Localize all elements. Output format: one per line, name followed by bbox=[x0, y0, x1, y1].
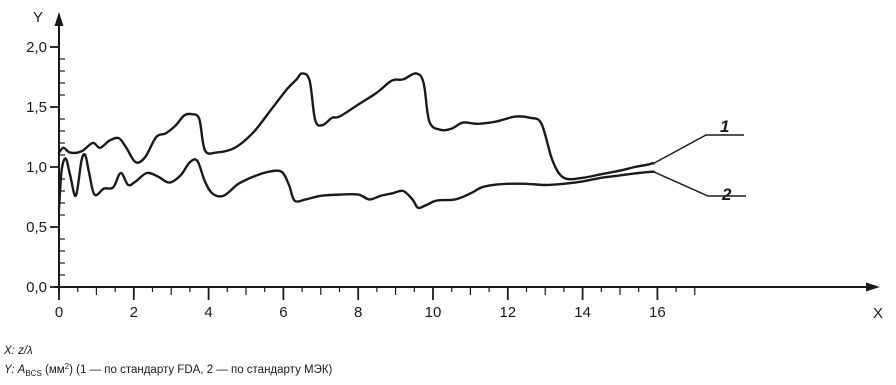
x-tick-label: 10 bbox=[425, 304, 442, 321]
chart: XY0 2 4 6 8 10 12 14 160,00,51,01,52,0 12 bbox=[26, 9, 883, 322]
y-axis-caption: Y: ABCS (мм2) (1 — по стандарту FDA, 2 —… bbox=[4, 362, 333, 378]
y-tick-label: 2,0 bbox=[26, 39, 47, 56]
series-leader-1 bbox=[653, 134, 744, 165]
y-tick-label: 0,5 bbox=[26, 219, 47, 236]
axes bbox=[54, 12, 880, 293]
x-caption-text: z/λ bbox=[18, 345, 33, 357]
x-tick-label: 4 bbox=[204, 304, 212, 321]
y-caption-note: (1 — по стандарту FDA, 2 — по стандарту … bbox=[76, 364, 333, 376]
y-axis-arrow bbox=[54, 12, 64, 26]
x-tick-label: 0 bbox=[55, 304, 63, 321]
x-tick-label: 12 bbox=[499, 304, 516, 321]
series-line-2 bbox=[57, 153, 655, 211]
x-tick-label: 14 bbox=[574, 304, 591, 321]
series-label-1: 1 bbox=[720, 117, 729, 136]
x-axis-caption: X: z/λ bbox=[4, 345, 33, 357]
x-tick-label: 6 bbox=[279, 304, 287, 321]
series-label-2: 2 bbox=[721, 185, 732, 204]
y-caption-unit-close: ) bbox=[69, 364, 73, 376]
y-caption-prefix: Y: bbox=[4, 364, 15, 376]
x-tick-label: 2 bbox=[130, 304, 138, 321]
series-leader-2 bbox=[653, 171, 746, 197]
series-line-1 bbox=[57, 72, 655, 181]
x-axis-arrow bbox=[866, 282, 880, 292]
y-caption-unit-open: (мм bbox=[44, 364, 65, 376]
x-caption-prefix: X: bbox=[4, 345, 15, 357]
series-lines bbox=[57, 72, 655, 211]
y-tick-label: 1,5 bbox=[26, 99, 47, 116]
x-tick-label: 8 bbox=[354, 304, 362, 321]
x-axis-label: X bbox=[873, 305, 883, 322]
y-caption-unit-sup: 2 bbox=[64, 362, 70, 371]
y-axis-label: Y bbox=[33, 9, 43, 26]
x-tick-label: 16 bbox=[649, 304, 666, 321]
y-caption-subscript: BCS bbox=[25, 369, 42, 378]
y-tick-label: 1,0 bbox=[26, 159, 47, 176]
y-tick-label: 0,0 bbox=[26, 279, 47, 296]
tick-labels: XY0 2 4 6 8 10 12 14 160,00,51,01,52,0 bbox=[26, 9, 883, 322]
y-caption-symbol: A bbox=[17, 364, 26, 376]
ticks bbox=[50, 46, 696, 300]
series-labels: 12 bbox=[653, 117, 746, 204]
